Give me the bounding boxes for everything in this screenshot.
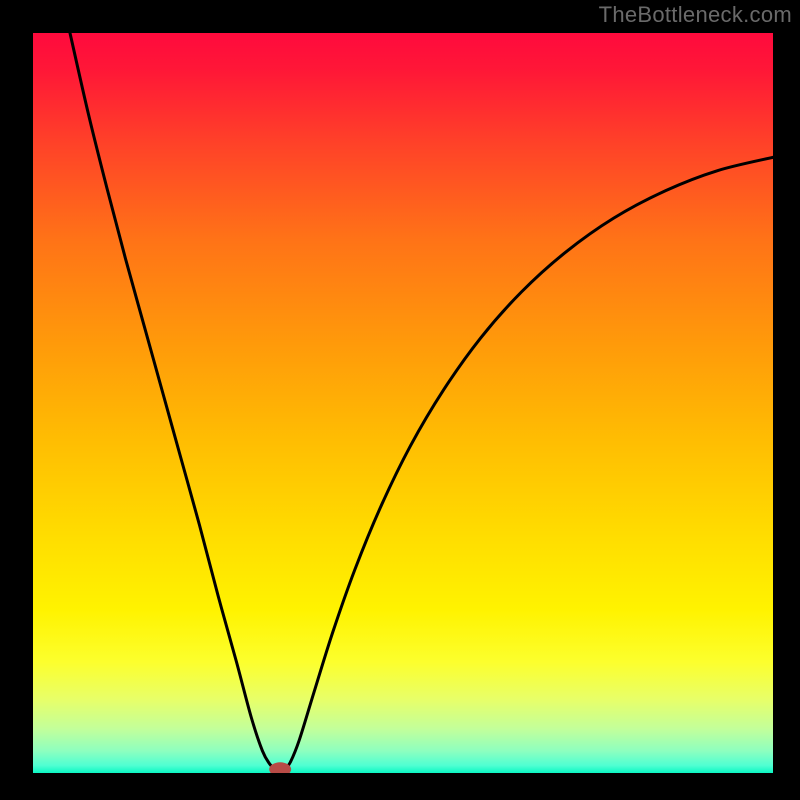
attribution-text: TheBottleneck.com: [599, 2, 792, 28]
plot-area: [33, 33, 773, 773]
bottleneck-curve-chart: [33, 33, 773, 773]
chart-container: TheBottleneck.com: [0, 0, 800, 800]
gradient-background: [33, 33, 773, 773]
